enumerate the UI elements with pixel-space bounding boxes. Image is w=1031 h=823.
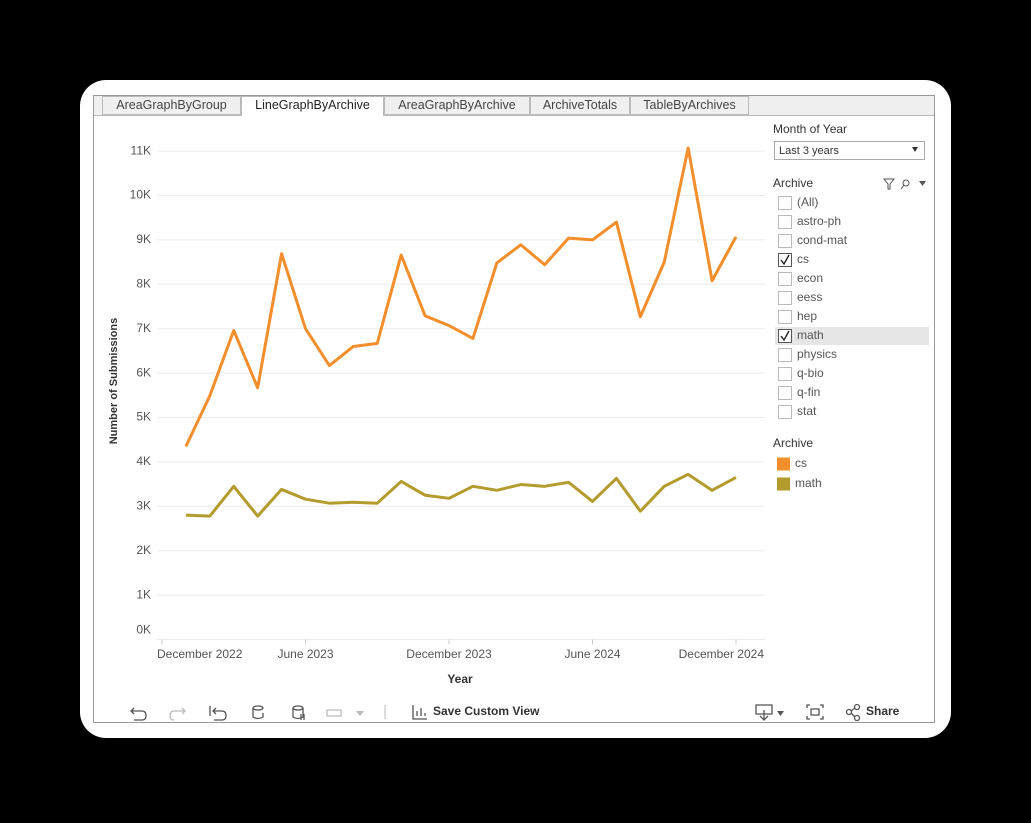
tab-label[interactable]: TableByArchives	[643, 98, 735, 112]
undo-icon[interactable]	[130, 707, 147, 721]
filter-option[interactable]: eess	[797, 290, 822, 304]
x-tick-label: June 2023	[277, 647, 333, 661]
x-tick-label: December 2022	[157, 647, 243, 661]
checkbox[interactable]	[778, 272, 792, 286]
filter-option[interactable]: hep	[797, 309, 817, 323]
y-tick-label: 5K	[136, 410, 151, 424]
month-dropdown-value: Last 3 years	[779, 145, 839, 157]
x-tick-label: December 2023	[406, 647, 492, 661]
checkbox[interactable]	[778, 367, 792, 381]
share-icon[interactable]	[845, 708, 853, 716]
y-tick-label: 3K	[136, 498, 151, 512]
y-tick-label: 7K	[136, 321, 151, 335]
checkbox[interactable]	[778, 386, 792, 400]
filter-option[interactable]: q-bio	[797, 366, 824, 380]
checkbox[interactable]	[778, 310, 792, 324]
checkmark	[780, 254, 790, 266]
save-view-icon[interactable]	[412, 705, 427, 720]
viz-frame	[93, 95, 935, 723]
toolbar-icons	[130, 703, 861, 722]
y-tick-label: 9K	[136, 232, 151, 246]
row-highlight	[775, 327, 929, 345]
filter-option[interactable]: astro-ph	[797, 214, 841, 228]
x-tick-label: December 2024	[679, 647, 765, 661]
y-tick-label: 2K	[136, 543, 151, 557]
series-line	[185, 472, 737, 518]
download-icon[interactable]	[755, 704, 773, 721]
archive-filter-title: Archive	[773, 176, 813, 190]
legend-label: math	[795, 476, 822, 490]
fullscreen-icon[interactable]	[806, 704, 824, 720]
y-tick-label: 1K	[136, 587, 151, 601]
legend-label: cs	[795, 456, 807, 470]
month-dropdown[interactable]	[774, 141, 925, 160]
tab[interactable]	[630, 96, 749, 115]
search-handle	[900, 184, 905, 190]
filter-option[interactable]: physics	[797, 347, 837, 361]
checkbox[interactable]	[778, 196, 792, 210]
tab[interactable]	[102, 96, 241, 115]
replay-icon[interactable]	[326, 709, 342, 717]
menu-arrow[interactable]	[919, 181, 926, 186]
checkbox[interactable]	[778, 291, 792, 305]
dropdown-arrow	[912, 147, 918, 152]
series-line	[184, 146, 738, 448]
checkbox[interactable]	[778, 234, 792, 248]
x-axis-title: Year	[447, 672, 473, 686]
share-button[interactable]: Share	[866, 704, 900, 718]
redo-icon[interactable]	[169, 707, 186, 721]
tab-label[interactable]: LineGraphByArchive	[255, 98, 370, 112]
y-tick-label: 8K	[136, 276, 151, 290]
tab-label[interactable]: AreaGraphByGroup	[116, 98, 227, 112]
legend-title: Archive	[773, 436, 813, 450]
filter-option[interactable]: cond-mat	[797, 233, 848, 247]
filter-option[interactable]: math	[797, 328, 824, 342]
legend-swatch	[777, 457, 790, 471]
revert-icon[interactable]	[209, 706, 227, 721]
save-custom-view[interactable]: Save Custom View	[433, 704, 540, 718]
tab-label[interactable]: ArchiveTotals	[543, 98, 617, 112]
y-tick-label: 4K	[136, 454, 151, 468]
filter-option[interactable]: q-fin	[797, 385, 820, 399]
tab-cover	[242, 114, 383, 117]
filter-option[interactable]: stat	[797, 404, 817, 418]
legend-swatch	[777, 477, 790, 491]
filter-option[interactable]: econ	[797, 271, 823, 285]
month-filter-title: Month of Year	[773, 122, 847, 136]
filter-option[interactable]: (All)	[797, 195, 818, 209]
y-tick-label: 11K	[131, 143, 151, 157]
filter-icons[interactable]	[882, 178, 926, 190]
x-tick-label: June 2024	[564, 647, 620, 661]
checkbox[interactable]	[778, 215, 792, 229]
checkbox[interactable]	[778, 348, 792, 362]
y-axis-title: Number of Submissions	[108, 318, 120, 445]
y-tick-label: 6K	[136, 365, 151, 379]
tab[interactable]	[530, 96, 630, 115]
tab-label[interactable]: AreaGraphByArchive	[398, 98, 515, 112]
filter-option[interactable]: cs	[797, 252, 809, 266]
y-tick-label: 0K	[136, 623, 151, 637]
checkmark	[780, 330, 790, 342]
checkbox[interactable]	[778, 405, 792, 419]
search-icon[interactable]	[902, 179, 910, 187]
y-tick-label: 10K	[130, 188, 151, 202]
clear-filter-icon[interactable]	[882, 178, 896, 190]
tab[interactable]	[384, 96, 530, 115]
